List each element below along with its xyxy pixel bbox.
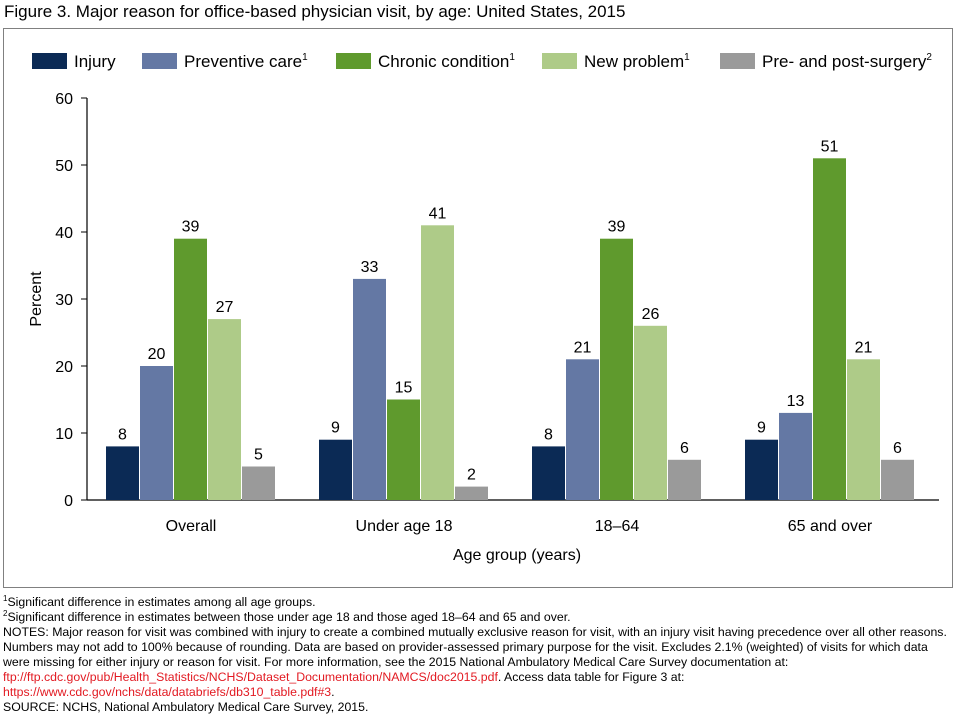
notes-end-text: . [331,685,335,699]
legend-footnote-marker: 1 [302,52,308,63]
data-table-link[interactable]: https://www.cdc.gov/nchs/data/databriefs… [3,685,332,699]
bar-chronic-condition [813,158,846,501]
y-tick-label: 20 [55,359,73,376]
bar-pre-and-post-surgery [242,466,275,500]
documentation-link[interactable]: ftp://ftp.cdc.gov/pub/Health_Statistics/… [3,670,498,684]
bar-injury [319,439,352,500]
y-tick-label: 10 [55,426,73,443]
legend-footnote-marker: 2 [926,52,932,63]
x-axis-title: Age group (years) [453,547,581,564]
footnotes: 1Significant difference in estimates amo… [3,593,953,715]
bar-preventive-care [566,359,599,500]
bar-injury [745,439,778,500]
bar-preventive-care [140,366,173,500]
source-line: SOURCE: NCHS, National Ambulatory Medica… [3,700,369,714]
data-label: 20 [148,346,166,363]
footnote-1-text: Significant difference in estimates amon… [7,595,316,609]
data-label: 9 [757,420,766,437]
chart-axes: 0 10 20 30 40 50 60 Percent Age group (years) Ove… [28,91,939,564]
data-label: 21 [855,339,873,356]
data-label: 9 [331,420,340,437]
bar-chronic-condition [600,238,633,500]
data-label: 6 [893,440,902,457]
x-category-label: 65 and over [788,518,873,535]
data-label: 39 [182,219,200,236]
data-label: 39 [608,219,626,236]
bar-chronic-condition [174,238,207,500]
legend-footnote-marker: 1 [509,52,515,63]
footnote-1: 1Significant difference in estimates amo… [3,593,953,610]
bar-pre-and-post-surgery [668,459,701,500]
bar-new-problem [847,359,880,500]
data-label: 33 [361,259,379,276]
legend-swatch-preventive-care [142,53,177,69]
bar-chronic-condition [387,399,420,500]
data-label: 8 [544,426,553,443]
legend-swatch-pre-and-post-surgery [720,53,755,69]
legend-swatch-new-problem [542,53,577,69]
y-tick-label: 50 [55,158,73,175]
notes-paragraph: NOTES: Major reason for visit was combin… [3,625,953,700]
data-label: 21 [574,339,592,356]
legend-label-preventive-care: Preventive care1 [184,52,308,71]
y-tick-label: 60 [55,91,73,108]
y-tick-label: 30 [55,292,73,309]
chart-legend: Injury Preventive care1 Chronic condition1… [32,52,932,71]
data-label: 6 [680,440,689,457]
y-axis-title: Percent [28,271,45,327]
data-label: 26 [642,306,660,323]
legend-label-injury: Injury [74,52,116,71]
x-category-label: Under age 18 [356,518,453,535]
notes-mid-text: . Access data table for Figure 3 at: [497,670,685,684]
notes-text: NOTES: Major reason for visit was combin… [3,625,947,669]
bar-pre-and-post-surgery [455,486,488,500]
bar-injury [106,446,139,500]
chart-frame: Injury Preventive care1 Chronic condition1… [3,28,953,588]
bar-injury [532,446,565,500]
bar-new-problem [208,319,241,500]
legend-swatch-chronic-condition [336,53,371,69]
bar-preventive-care [353,278,386,500]
footnote-1-marker: 1 [3,593,8,603]
data-label: 8 [118,426,127,443]
data-label: 5 [254,447,263,464]
data-label: 2 [467,467,476,484]
data-label: 27 [216,299,234,316]
x-category-label: 18–64 [595,518,640,535]
chart-bars [106,158,914,501]
data-label: 13 [787,393,805,410]
bar-new-problem [634,325,667,500]
data-label: 51 [821,138,839,155]
data-label: 41 [429,205,447,222]
y-tick-label: 40 [55,225,73,242]
figure-title: Figure 3. Major reason for office-based … [4,2,626,21]
bar-preventive-care [779,412,812,500]
y-tick-label: 0 [64,493,73,510]
legend-label-pre-and-post-surgery: Pre- and post-surgery2 [762,52,932,71]
legend-swatch-injury [32,53,67,69]
legend-footnote-marker: 1 [684,52,690,63]
bar-new-problem [421,225,454,501]
bar-pre-and-post-surgery [881,459,914,500]
x-category-label: Overall [166,518,217,535]
legend-label-new-problem: New problem1 [584,52,690,71]
footnote-2: 2Significant difference in estimates bet… [3,608,953,625]
footnote-2-marker: 2 [3,608,8,618]
bar-chart: Injury Preventive care1 Chronic condition1… [28,52,939,564]
data-label: 15 [395,380,413,397]
legend-label-chronic-condition: Chronic condition1 [378,52,515,71]
footnote-2-text: Significant difference in estimates betw… [7,610,571,624]
